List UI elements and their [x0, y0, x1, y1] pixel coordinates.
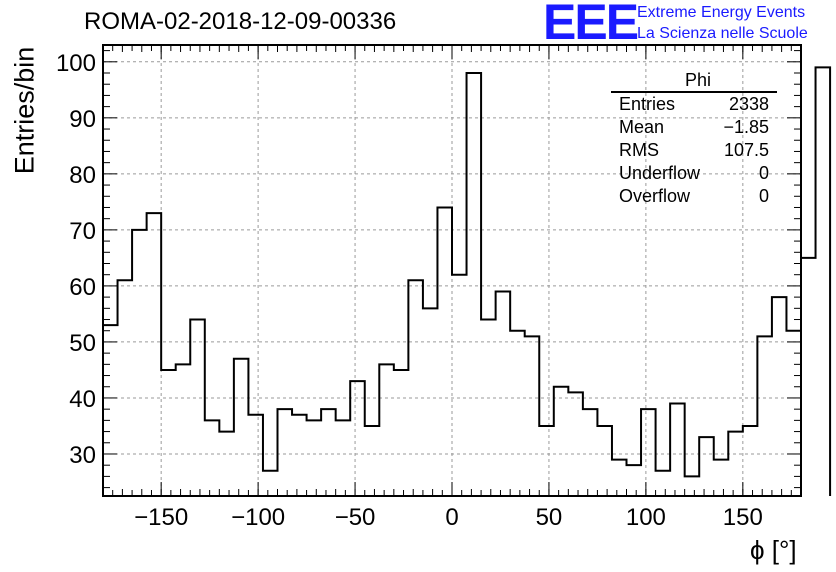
eee-logo: EEE	[543, 0, 639, 50]
x-axis-label: ϕ [°]	[750, 535, 797, 565]
stats-value: 0	[758, 186, 769, 206]
x-tick-label: 100	[626, 504, 666, 531]
y-tick-label: 90	[69, 106, 96, 133]
y-tick-label: 40	[69, 386, 96, 413]
y-tick-label: 70	[69, 218, 96, 245]
stats-label: Entries	[619, 94, 676, 114]
stats-row-entries: Entries 2338	[611, 93, 777, 116]
stats-value: −1.85	[723, 117, 769, 137]
stats-value: 2338	[728, 94, 769, 114]
y-tick-label: 100	[56, 50, 96, 77]
stats-label: Overflow	[619, 186, 691, 206]
y-tick-label: 80	[69, 162, 96, 189]
stats-row-mean: Mean −1.85	[611, 116, 777, 139]
y-tick-label: 30	[69, 442, 96, 469]
x-tick-label: −150	[134, 504, 188, 531]
y-tick-label: 60	[69, 274, 96, 301]
x-tick-label: 0	[445, 504, 458, 531]
y-axis-label: Entries/bin	[9, 46, 40, 175]
stats-label: RMS	[619, 140, 659, 160]
stats-value: 107.5	[723, 140, 769, 160]
x-tick-label: −50	[335, 504, 376, 531]
stats-box: Phi Entries 2338 Mean −1.85 RMS 107.5 Un…	[611, 70, 777, 208]
stats-divider	[611, 91, 777, 93]
logo-line-2: La Scienza nelle Scuole	[637, 25, 808, 42]
tick-labels: −150 −100 −50 0 50 100 150 30 40 50 60 70 80 90 100	[56, 50, 763, 531]
y-tick-label: 50	[69, 330, 96, 357]
stats-title: Phi	[684, 70, 711, 90]
histogram-line	[102, 66, 832, 496]
logo-line-1: Extreme Energy Events	[637, 4, 806, 21]
run-title: ROMA-02-2018-12-09-00336	[84, 8, 397, 35]
axis-ticks	[103, 45, 801, 496]
stats-label: Underflow	[619, 163, 701, 183]
stats-row-rms: RMS 107.5	[611, 139, 777, 162]
stats-label: Mean	[619, 117, 665, 137]
x-tick-label: 50	[536, 504, 563, 531]
stats-value: 0	[758, 163, 769, 183]
stats-row-underflow: Underflow 0	[611, 162, 777, 185]
stats-row-overflow: Overflow 0	[611, 185, 777, 208]
x-tick-label: −100	[231, 504, 285, 531]
x-tick-label: 150	[723, 504, 763, 531]
